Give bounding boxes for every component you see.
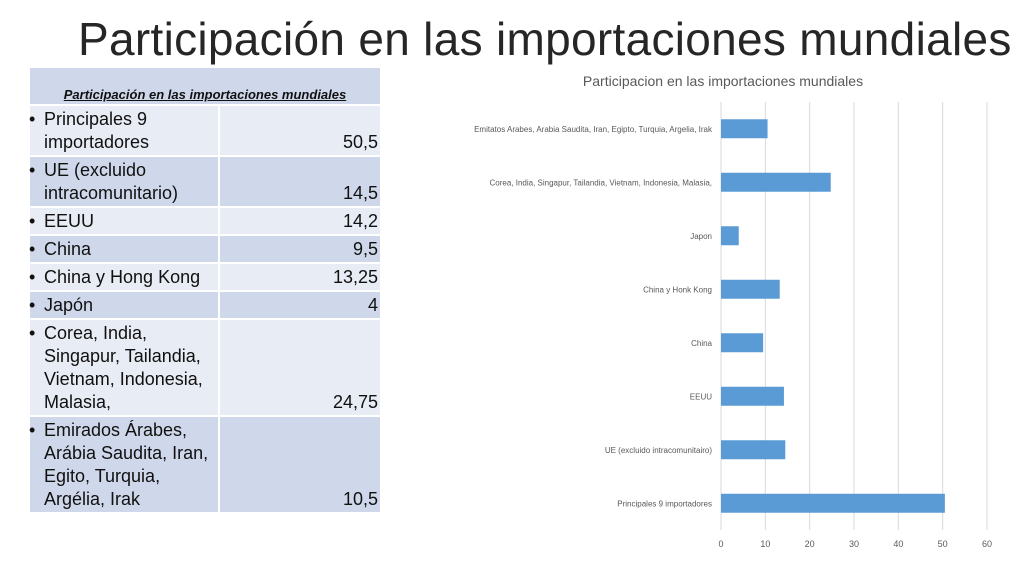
slide-title: Participación en las importaciones mundi…	[78, 13, 1012, 65]
category-label: Corea, India, Singapur, Tailandia, Vietn…	[489, 178, 712, 187]
row-label: Principales 9 importadores	[44, 109, 150, 152]
bar	[721, 493, 945, 513]
row-label-cell: • China y Hong Kong	[29, 263, 220, 292]
bullet-icon: •	[29, 295, 36, 315]
bar	[721, 226, 739, 246]
bar	[721, 119, 768, 139]
row-label: China	[44, 239, 92, 259]
row-value: 9,5	[219, 235, 382, 264]
bullet-icon: •	[29, 160, 36, 180]
bar	[721, 386, 784, 406]
row-value: 14,5	[219, 156, 382, 208]
row-label: China y Hong Kong	[44, 267, 201, 287]
x-tick-label: 50	[938, 539, 948, 549]
row-label: Corea, India, Singapur, Tailandia, Vietn…	[44, 323, 203, 412]
row-value: 14,2	[219, 207, 382, 236]
x-tick-label: 20	[805, 539, 815, 549]
bar	[721, 172, 831, 192]
table-row: • Emirados Árabes, Arábia Saudita, Iran, …	[29, 416, 382, 514]
category-label: China y Honk Kong	[643, 285, 712, 294]
bar	[721, 279, 780, 299]
row-label: EEUU	[44, 211, 95, 231]
row-value: 4	[219, 291, 382, 320]
bullet-icon: •	[29, 420, 36, 440]
table-row: • China y Hong Kong 13,25	[29, 263, 382, 292]
row-label-cell: • Emirados Árabes, Arábia Saudita, Iran, …	[29, 416, 220, 514]
bullet-icon: •	[29, 239, 36, 259]
row-value: 10,5	[219, 416, 382, 514]
table-header: Participación en las importaciones mundi…	[30, 68, 382, 106]
category-label: Principales 9 importadores	[617, 499, 712, 508]
category-label: Emitatos Arabes, Arabia Saudita, Iran, E…	[474, 125, 713, 134]
category-label: EEUU	[690, 392, 712, 401]
table-row: • UE (excluido intracomunitario) 14,5	[29, 156, 382, 208]
x-tick-label: 60	[982, 539, 992, 549]
x-tick-label: 40	[893, 539, 903, 549]
chart-svg: Participacion en las importaciones mundi…	[474, 73, 992, 549]
category-label: UE (excluido intracomunitairo)	[605, 446, 712, 455]
row-label-cell: • Corea, India, Singapur, Tailandia, Viet…	[29, 319, 220, 417]
bullet-icon: •	[29, 267, 36, 287]
bullet-icon: •	[29, 211, 36, 231]
table-row: • Corea, India, Singapur, Tailandia, Viet…	[29, 319, 382, 417]
row-label-cell: • EEUU	[29, 207, 220, 236]
row-value: 24,75	[219, 319, 382, 417]
row-label-cell: • China	[29, 235, 220, 264]
row-label-cell: • UE (excluido intracomunitario)	[29, 156, 220, 208]
bar	[721, 333, 764, 353]
category-label: Japon	[690, 232, 712, 241]
row-label: Japón	[44, 295, 94, 315]
x-tick-label: 10	[760, 539, 770, 549]
row-label-cell: • Japón	[29, 291, 220, 320]
bullet-icon: •	[29, 323, 36, 343]
chart-title: Participacion en las importaciones mundi…	[583, 73, 863, 89]
row-label-cell: • Principales 9 importadores	[29, 105, 220, 157]
table-row: • Japón 4	[29, 291, 382, 320]
x-tick-label: 30	[849, 539, 859, 549]
row-label: UE (excluido intracomunitario)	[44, 160, 179, 203]
bar-chart: Participacion en las importaciones mundi…	[392, 64, 1012, 564]
category-label: China	[691, 339, 712, 348]
row-label: Emirados Árabes, Arábia Saudita, Iran, E…	[44, 420, 209, 509]
bar	[721, 440, 786, 460]
row-value: 50,5	[219, 105, 382, 157]
table-row: • EEUU 14,2	[29, 207, 382, 236]
table-row: • China 9,5	[29, 235, 382, 264]
data-table: Participación en las importaciones mundi…	[29, 68, 382, 514]
bullet-icon: •	[29, 109, 36, 129]
row-value: 13,25	[219, 263, 382, 292]
x-tick-label: 0	[718, 539, 723, 549]
table-row: • Principales 9 importadores 50,5	[29, 105, 382, 157]
